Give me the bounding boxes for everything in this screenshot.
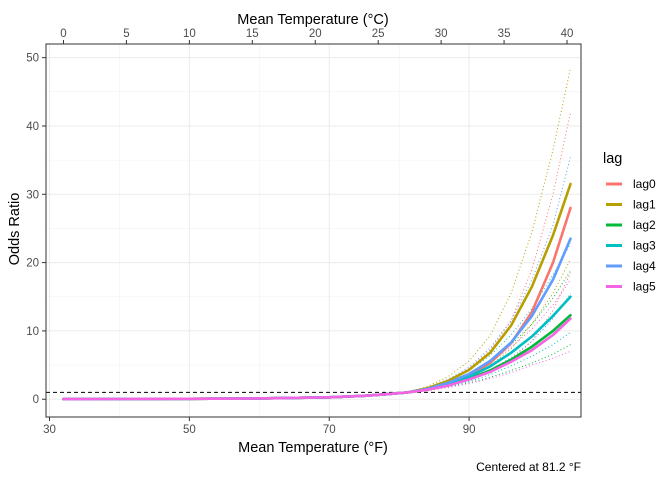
grid xyxy=(46,44,581,417)
y-tick-label: 40 xyxy=(26,121,39,133)
legend: lag lag0 lag1 lag2 lag3 lag4 lag5 xyxy=(603,151,656,294)
y-axis-title: Odds Ratio xyxy=(7,193,23,266)
x-axis-title: Mean Temperature (°F) xyxy=(238,440,388,456)
y-tick-label: 20 xyxy=(26,258,39,270)
x2-tick-label: 10 xyxy=(183,28,196,40)
legend-label-lag0: lag0 xyxy=(633,177,656,191)
caption: Centered at 81.2 °F xyxy=(476,460,581,474)
lag2-ci-lower xyxy=(63,344,571,400)
y-tick-label: 30 xyxy=(26,189,39,201)
x2-tick-label: 25 xyxy=(372,28,385,40)
x-tick-label: 30 xyxy=(43,424,56,436)
axes: 30 50 70 90 0 5 10 15 20 25 30 35 40 0 10 20 30 40 50 xyxy=(26,28,573,436)
legend-label-lag1: lag1 xyxy=(633,198,656,212)
lag1-ci-lower xyxy=(63,258,571,400)
lag2-ci-upper xyxy=(63,270,571,400)
x2-tick-label: 15 xyxy=(246,28,259,40)
lag0-ci-lower xyxy=(63,272,571,400)
x2-tick-label: 0 xyxy=(60,28,66,40)
legend-label-lag2: lag2 xyxy=(633,218,656,232)
y-tick-label: 10 xyxy=(26,326,39,338)
x2-tick-label: 35 xyxy=(498,28,511,40)
x2-tick-label: 20 xyxy=(309,28,322,40)
x2-axis-title: Mean Temperature (°C) xyxy=(237,12,388,28)
legend-title: lag xyxy=(603,151,622,167)
legend-label-lag5: lag5 xyxy=(633,280,656,294)
x2-tick-label: 30 xyxy=(435,28,448,40)
legend-label-lag4: lag4 xyxy=(633,259,656,273)
panel-border xyxy=(45,43,582,418)
x2-tick-label: 40 xyxy=(561,28,574,40)
y-tick-label: 50 xyxy=(26,53,39,65)
confidence-bands xyxy=(63,67,571,400)
lag1-ci-upper xyxy=(63,67,571,400)
lag3-ci-upper xyxy=(63,243,571,400)
x-tick-label: 90 xyxy=(463,424,476,436)
lag5-line xyxy=(62,317,572,401)
lag5-ci-upper xyxy=(63,279,571,400)
x2-tick-label: 5 xyxy=(123,28,129,40)
y-tick-label: 0 xyxy=(33,394,39,406)
series-lines xyxy=(62,182,572,401)
x-tick-label: 70 xyxy=(323,424,336,436)
x-tick-label: 50 xyxy=(183,424,196,436)
lag3-ci-lower xyxy=(63,331,571,400)
legend-label-lag3: lag3 xyxy=(633,239,656,253)
